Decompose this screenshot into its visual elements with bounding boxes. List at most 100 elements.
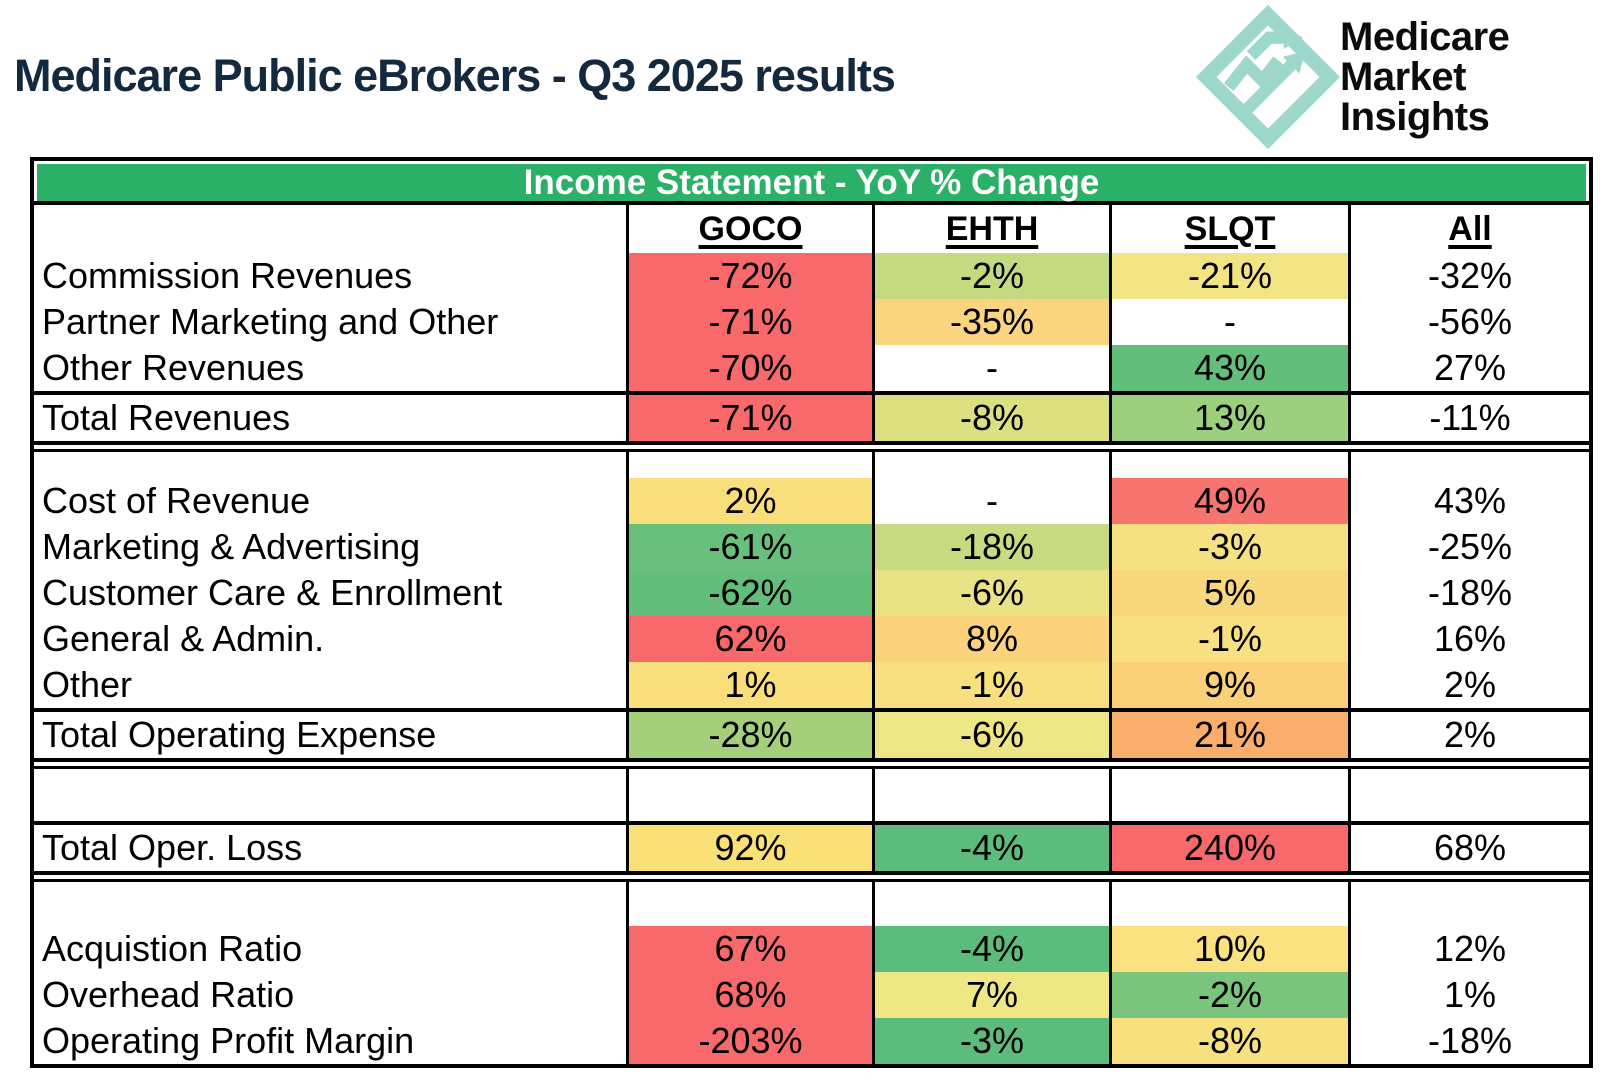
cell-ehth: -18%: [872, 524, 1109, 570]
table-title: Income Statement - YoY % Change: [37, 163, 1586, 202]
logo-wordmark: Medicare Market Insights: [1340, 15, 1510, 139]
cell-slqt: 9%: [1109, 662, 1348, 708]
cell-slqt: -1%: [1109, 616, 1348, 662]
cell-ehth: -6%: [872, 570, 1109, 616]
row-label: Commission Revenues: [42, 255, 413, 296]
cell-ehth: -6%: [872, 712, 1109, 758]
table-row: Commission Revenues -72% -2% -21% -32%: [34, 253, 1589, 299]
cell-all: 43%: [1348, 478, 1589, 524]
cell-ehth: 7%: [872, 972, 1109, 1018]
cell-all: -18%: [1348, 570, 1589, 616]
cell-goco: -71%: [626, 299, 872, 345]
row-label: Customer Care & Enrollment: [42, 572, 503, 613]
table-row: Marketing & Advertising -61% -18% -3% -2…: [34, 524, 1589, 570]
company-logo: Medicare Market Insights: [1192, 4, 1510, 150]
cell-all: -11%: [1348, 395, 1589, 441]
row-label: Partner Marketing and Other: [42, 301, 499, 342]
column-header-slqt: SLQT: [1109, 205, 1348, 253]
spacer-row: [34, 452, 1589, 478]
cell-slqt: -3%: [1109, 524, 1348, 570]
row-label: Operating Profit Margin: [42, 1020, 415, 1061]
cell-ehth: -2%: [872, 253, 1109, 299]
cell-slqt: 43%: [1109, 345, 1348, 391]
row-label: Other: [42, 664, 133, 705]
double-divider: [34, 758, 1589, 769]
table-row: Partner Marketing and Other -71% -35% - …: [34, 299, 1589, 345]
cell-ehth: -: [872, 345, 1109, 391]
cell-goco: -62%: [626, 570, 872, 616]
cell-goco: -71%: [626, 395, 872, 441]
table-row-total-revenues: Total Revenues -71% -8% 13% -11%: [34, 395, 1589, 441]
page-title: Medicare Public eBrokers - Q3 2025 resul…: [14, 50, 896, 101]
logo-word-2: Market: [1340, 55, 1466, 99]
spacer-row: [34, 769, 1589, 821]
cell-goco: -72%: [626, 253, 872, 299]
row-label: Total Operating Expense: [42, 714, 437, 755]
table-row-total-oper-loss: Total Oper. Loss 92% -4% 240% 68%: [34, 825, 1589, 871]
divider: [34, 391, 1589, 395]
cell-slqt: 49%: [1109, 478, 1348, 524]
cell-all: -56%: [1348, 299, 1589, 345]
row-label: Acquistion Ratio: [42, 928, 303, 969]
cell-all: -25%: [1348, 524, 1589, 570]
divider: [34, 821, 1589, 825]
cell-slqt: 21%: [1109, 712, 1348, 758]
cell-slqt: 240%: [1109, 825, 1348, 871]
logo-word-1: Medicare: [1340, 15, 1510, 59]
cell-ehth: -1%: [872, 662, 1109, 708]
column-header-all: All: [1348, 205, 1589, 253]
column-header-goco: GOCO: [626, 205, 872, 253]
table-row: General & Admin. 62% 8% -1% 16%: [34, 616, 1589, 662]
table-row: Acquistion Ratio 67% -4% 10% 12%: [34, 926, 1589, 972]
cell-goco: -70%: [626, 345, 872, 391]
cell-ehth: -8%: [872, 395, 1109, 441]
cell-ehth: -3%: [872, 1018, 1109, 1064]
row-label: Total Oper. Loss: [42, 827, 303, 868]
row-label: Marketing & Advertising: [42, 526, 421, 567]
table-row: Operating Profit Margin -203% -3% -8% -1…: [34, 1018, 1589, 1064]
cell-goco: -28%: [626, 712, 872, 758]
cell-goco: 67%: [626, 926, 872, 972]
cell-all: 1%: [1348, 972, 1589, 1018]
cell-slqt: 5%: [1109, 570, 1348, 616]
cell-all: -32%: [1348, 253, 1589, 299]
divider: [34, 708, 1589, 712]
cell-all: 2%: [1348, 712, 1589, 758]
cell-goco: 2%: [626, 478, 872, 524]
cell-ehth: -4%: [872, 926, 1109, 972]
cell-goco: 68%: [626, 972, 872, 1018]
logo-diamond-chart-icon: [1195, 4, 1341, 150]
cell-ehth: 8%: [872, 616, 1109, 662]
cell-goco: -61%: [626, 524, 872, 570]
cell-slqt: -8%: [1109, 1018, 1348, 1064]
cell-goco: 1%: [626, 662, 872, 708]
cell-all: -18%: [1348, 1018, 1589, 1064]
cell-ehth: -4%: [872, 825, 1109, 871]
column-header-ehth: EHTH: [872, 205, 1109, 253]
row-label: Total Revenues: [42, 397, 291, 438]
cell-all: 12%: [1348, 926, 1589, 972]
row-label: General & Admin.: [42, 618, 325, 659]
cell-slqt: -2%: [1109, 972, 1348, 1018]
cell-goco: 92%: [626, 825, 872, 871]
cell-all: 16%: [1348, 616, 1589, 662]
cell-all: 2%: [1348, 662, 1589, 708]
table-row-total-operating-expense: Total Operating Expense -28% -6% 21% 2%: [34, 712, 1589, 758]
cell-goco: -203%: [626, 1018, 872, 1064]
cell-slqt: -21%: [1109, 253, 1348, 299]
cell-all: 27%: [1348, 345, 1589, 391]
spacer-row: [34, 882, 1589, 926]
column-header-row: GOCO EHTH SLQT All: [34, 205, 1589, 253]
double-divider: [34, 871, 1589, 882]
table-row: Customer Care & Enrollment -62% -6% 5% -…: [34, 570, 1589, 616]
cell-slqt: 13%: [1109, 395, 1348, 441]
cell-ehth: -35%: [872, 299, 1109, 345]
row-label: Overhead Ratio: [42, 974, 295, 1015]
cell-slqt: -: [1109, 299, 1348, 345]
divider: [34, 201, 1589, 205]
cell-goco: 62%: [626, 616, 872, 662]
logo-word-3: Insights: [1340, 95, 1490, 139]
table-row: Cost of Revenue 2% - 49% 43%: [34, 478, 1589, 524]
row-label: Cost of Revenue: [42, 480, 311, 521]
row-label: Other Revenues: [42, 347, 305, 388]
